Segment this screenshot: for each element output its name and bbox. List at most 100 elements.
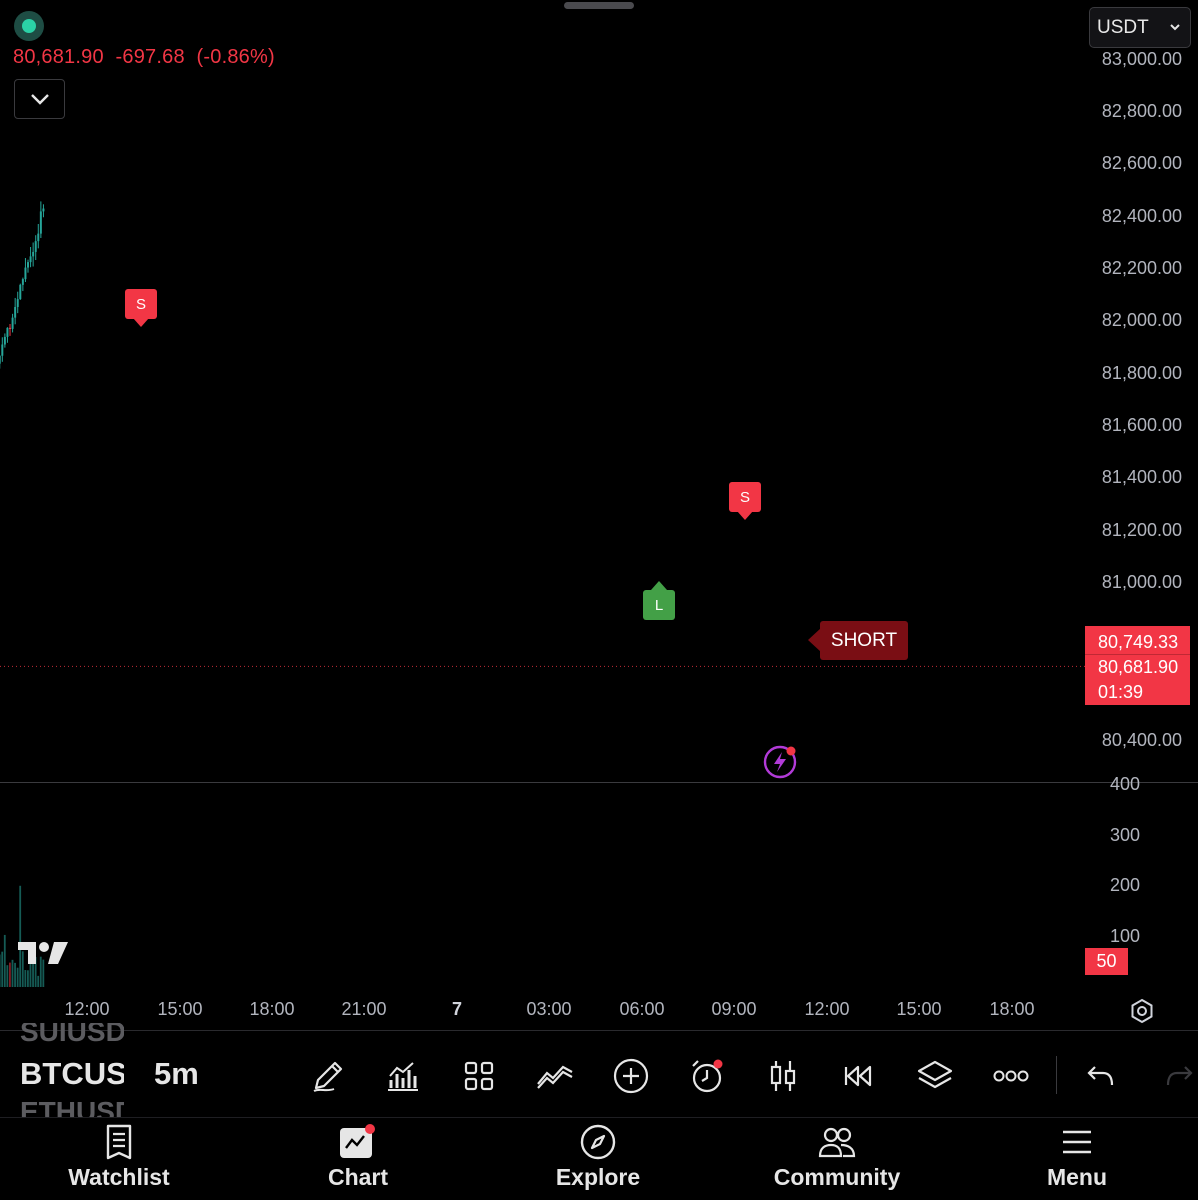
compare-button[interactable] [532,1053,578,1099]
candle-body [6,327,9,337]
volume-bar [9,962,11,987]
candle-body [19,284,22,300]
time-axis-day-label: 7 [451,999,463,1019]
candle [37,223,40,249]
chart-settings-gear-icon[interactable] [1129,998,1155,1024]
sell-signal-pointer [737,511,753,520]
layers-icon [917,1060,953,1089]
candle-body [27,262,30,268]
community-people-icon [818,1127,856,1158]
volume-axis-label: 100 [1109,926,1140,946]
toolbar-separator [1056,1056,1057,1094]
volume-axis-label: 200 [1109,875,1140,895]
price-axis-label: 81,200.00 [1101,520,1182,540]
compare-lines-icon [537,1065,573,1089]
candle [19,283,22,300]
plus-circle-icon [613,1058,649,1094]
candle [21,277,24,292]
candle-body [24,267,27,280]
volume-bar [29,951,32,987]
candle [27,259,30,273]
volume-axis-label: 300 [1109,825,1140,845]
objects-tree-button[interactable] [912,1053,958,1099]
symbol-picker-next[interactable]: ETHUSDT [20,1098,124,1120]
price-change-percent: (-0.86%) [196,46,275,68]
alerts-button[interactable] [684,1053,730,1099]
price-axis-label: 82,800.00 [1101,101,1182,121]
candle [16,291,19,314]
price-chart[interactable] [0,0,1085,990]
nav-chart[interactable]: Chart [258,1124,458,1191]
candle-body [34,241,37,252]
lightning-icon[interactable] [762,744,798,780]
candle [24,258,27,283]
candle [42,204,45,218]
redo-icon [1166,1066,1193,1086]
volume-axis-label: 400 [1109,774,1140,794]
symbol-picker-current[interactable]: BTCUSDT [20,1056,124,1091]
volume-tag: 50 [1085,948,1128,975]
short-signal-label[interactable]: SHORT [808,621,908,660]
candle [14,297,17,325]
candle-body [37,233,40,242]
volume-bar [6,965,9,987]
nav-menu[interactable]: Menu [977,1124,1177,1191]
sell-signal-marker[interactable]: S [729,482,761,512]
price-tag-last: 80,681.90 [1098,657,1179,677]
sell-signal-marker[interactable]: S [125,289,157,319]
candle-body [1,344,4,356]
more-button[interactable] [988,1053,1034,1099]
volume-bar [14,962,16,987]
candle [11,313,14,333]
nav-label: Explore [555,1164,641,1190]
add-button[interactable] [608,1053,654,1099]
nav-community[interactable]: Community [737,1124,937,1191]
long-signal-marker[interactable]: L [643,590,675,620]
nav-label: Chart [327,1164,389,1190]
candlestick-icon [770,1061,796,1091]
pane-divider[interactable] [0,782,1198,783]
candle [34,235,37,261]
volume-bar [39,956,42,987]
drawing-tools-button[interactable] [305,1053,351,1099]
last-price: 80,681.90 [13,46,104,68]
symbol-picker-prev[interactable]: SUIUSDT [20,1023,124,1047]
nav-watchlist[interactable]: Watchlist [19,1124,219,1191]
volume-bar [1,951,4,987]
redo-button[interactable] [1160,1053,1198,1099]
volume-bar [27,970,29,987]
tradingview-logo-icon[interactable] [18,938,70,968]
candle-body [29,256,32,263]
nav-label: Community [773,1164,901,1190]
currency-select[interactable]: USDT [1089,7,1191,48]
candle [32,242,35,267]
time-axis-label: 09:00 [711,999,757,1019]
volume-bar [16,967,19,987]
replay-button[interactable] [836,1053,882,1099]
nav-explore[interactable]: Explore [498,1124,698,1191]
alarm-clock-icon [692,1059,723,1093]
nav-label: Watchlist [68,1164,170,1190]
price-summary: 80,681.90 -697.68 (-0.86%) [13,46,281,69]
market-status-dot-icon [14,11,44,41]
layouts-button[interactable] [456,1053,502,1099]
candle-body [14,306,17,318]
sheet-grab-handle[interactable] [564,2,634,9]
interval-button[interactable]: 5m [154,1056,199,1091]
indicators-button[interactable] [380,1053,426,1099]
time-axis-label: 12:00 [64,999,110,1019]
time-axis-label: 15:00 [896,999,942,1019]
price-axis-label: 80,400.00 [1101,730,1182,750]
collapse-legend-button[interactable] [14,79,65,119]
candle-body [16,299,19,307]
undo-button[interactable] [1078,1053,1124,1099]
volume-bar [21,951,24,987]
time-axis-label: 03:00 [526,999,572,1019]
price-tag-value: 80,749.33 [1098,632,1179,652]
volume-bar [19,885,22,987]
long-signal-pointer [651,581,667,590]
candle [0,355,1,369]
chart-type-button[interactable] [760,1053,806,1099]
price-axis-label: 82,600.00 [1101,153,1182,173]
short-signal-text: SHORT [820,621,908,660]
